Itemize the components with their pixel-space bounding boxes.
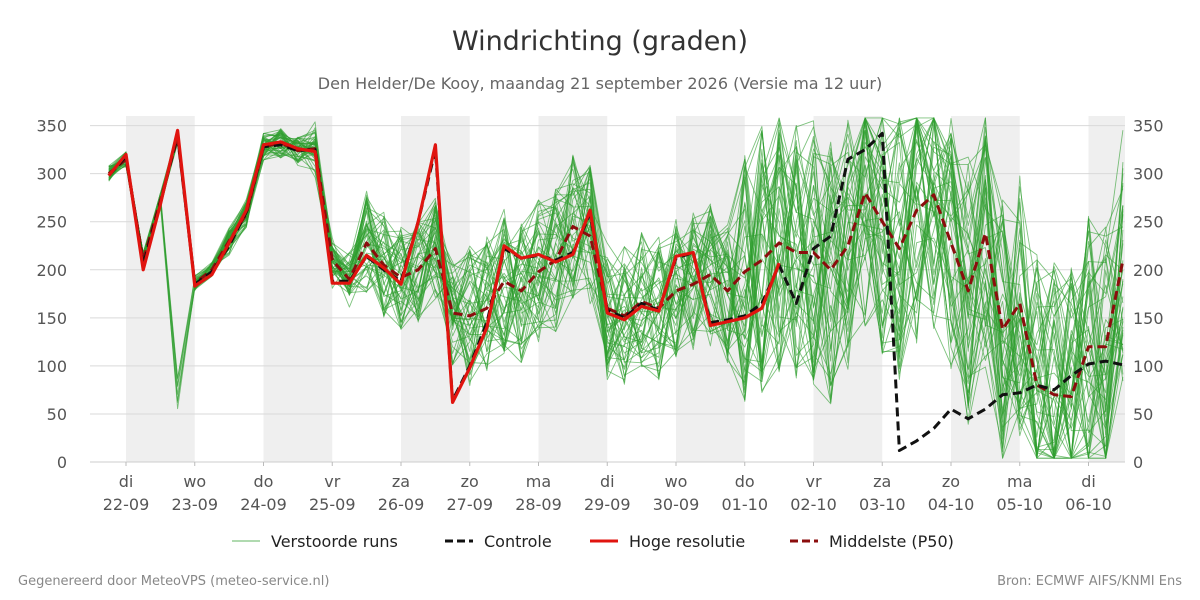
x-tick-day-11: za [873,472,891,491]
ensemble-run-45 [108,129,1124,449]
x-tick-day-3: vr [324,472,340,491]
shaded-band-0 [126,116,195,462]
y-axis-left: 0 50 100 150 200 250 300 350 [36,117,67,472]
series-hoge-resolutie [107,128,781,404]
shaded-band-1 [263,116,333,462]
legend-label-1: Controle [484,532,552,551]
x-tick-day-2: do [254,472,274,491]
x-tick-date-4: 26-09 [378,495,425,514]
x-tick-date-2: 24-09 [240,495,287,514]
y-tick-left-200: 200 [36,261,67,280]
y-tick-right-200: 200 [1133,261,1164,280]
legend-label-0: Verstoorde runs [271,532,398,551]
chart-subtitle: Den Helder/De Kooy, maandag 21 september… [318,74,882,93]
footer-generator: Gegenereerd door MeteoVPS (meteo-service… [18,574,329,589]
x-tick-date-3: 25-09 [309,495,356,514]
x-tick-day-7: di [600,472,615,491]
y-tick-left-300: 300 [36,165,67,184]
x-tick-day-8: wo [665,472,688,491]
y-tick-left-100: 100 [36,357,67,376]
y-tick-right-250: 250 [1133,213,1164,232]
x-tick-date-13: 05-10 [997,495,1044,514]
x-tick-date-9: 01-10 [722,495,769,514]
legend-label-3: Middelste (P50) [829,532,954,551]
ensemble-run-4 [108,117,1124,448]
x-tick-day-6: ma [526,472,551,491]
legend: Verstoorde runs Controle Hoge resolutie Mid… [232,532,954,551]
y-tick-left-50: 50 [47,405,67,424]
y-tick-left-350: 350 [36,117,67,136]
x-tick-date-5: 27-09 [447,495,494,514]
y-tick-right-50: 50 [1133,405,1153,424]
x-tick-date-14: 06-10 [1065,495,1112,514]
x-tick-date-1: 23-09 [172,495,219,514]
footer-source: Bron: ECMWF AIFS/KNMI Ens [997,574,1182,589]
x-tick-day-12: zo [942,472,960,491]
x-tick-date-7: 29-09 [584,495,631,514]
x-tick-day-14: di [1081,472,1096,491]
series-middelste-p50 [107,135,1125,399]
x-tick-date-8: 30-09 [653,495,700,514]
y-tick-left-0: 0 [57,453,67,472]
x-tick-date-10: 02-10 [790,495,837,514]
x-axis: di 22-09 wo 23-09 do 24-09 vr 25-09 za 26-09 zo 27-… [103,462,1112,514]
x-tick-day-13: ma [1007,472,1032,491]
x-tick-date-11: 03-10 [859,495,906,514]
ensemble-run-46 [108,117,1124,450]
ensemble-run-50 [108,123,1124,459]
x-tick-date-0: 22-09 [103,495,150,514]
series-controle [107,131,1124,452]
y-tick-right-150: 150 [1133,309,1164,328]
y-tick-left-150: 150 [36,309,67,328]
x-tick-date-6: 28-09 [515,495,562,514]
y-axis-right: 0 50 100 150 200 250 300 350 [1133,117,1164,472]
x-tick-day-5: zo [461,472,479,491]
x-tick-day-9: do [735,472,755,491]
x-tick-day-10: vr [805,472,821,491]
y-tick-right-300: 300 [1133,165,1164,184]
x-tick-date-12: 04-10 [928,495,975,514]
x-tick-day-0: di [119,472,134,491]
y-tick-right-0: 0 [1133,453,1143,472]
legend-label-2: Hoge resolutie [629,532,745,551]
ensemble-run-48 [108,117,1124,459]
ensemble-run-47 [108,134,1124,459]
x-tick-day-1: wo [183,472,206,491]
chart-title: Windrichting (graden) [452,26,748,57]
y-tick-right-350: 350 [1133,117,1164,136]
main-series [107,128,1125,452]
y-tick-left-250: 250 [36,213,67,232]
y-tick-right-100: 100 [1133,357,1164,376]
ensemble-run-42 [108,117,1124,459]
x-tick-day-4: za [392,472,410,491]
